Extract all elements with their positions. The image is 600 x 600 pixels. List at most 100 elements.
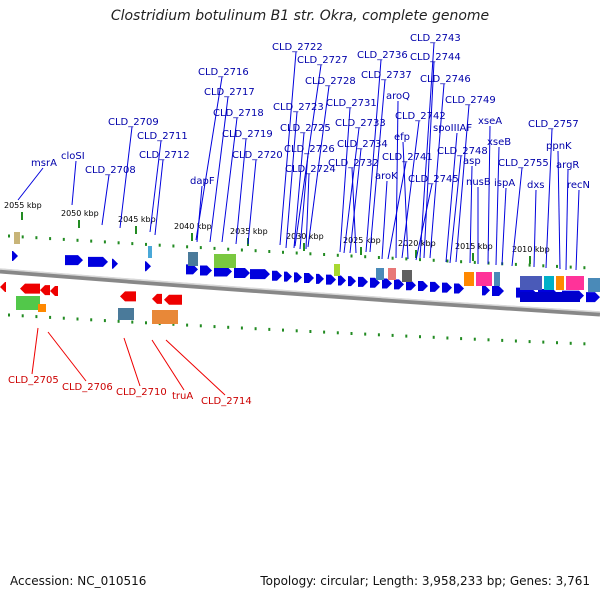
outer-tick xyxy=(282,250,284,254)
inner-tick xyxy=(117,319,120,323)
plus-strand-gene-arrow xyxy=(294,272,302,283)
plus-label-leader-line xyxy=(575,189,580,271)
plus-strand-gene-arrow xyxy=(186,264,198,275)
plus-label-leader-line xyxy=(71,160,77,206)
annotation-block xyxy=(520,292,580,302)
plus-label-leader-line xyxy=(565,169,569,271)
minus-strand-gene-arrow xyxy=(120,291,136,302)
plus-strand-gene-arrow xyxy=(358,276,368,287)
plus-strand-gene-arrow xyxy=(406,280,416,291)
plus-strand-gene-label: CLD_2712 xyxy=(139,150,190,161)
outer-tick xyxy=(131,242,134,246)
plus-strand-gene-arrow xyxy=(304,273,314,284)
inner-tick xyxy=(336,331,339,335)
inner-tick xyxy=(227,325,230,329)
plus-strand-gene-arrow xyxy=(370,277,380,288)
plus-label-leader-line xyxy=(299,153,309,250)
outer-tick xyxy=(542,264,545,268)
inner-tick xyxy=(487,338,490,342)
plus-strand-gene-label: CLD_2746 xyxy=(420,74,471,85)
inner-tick xyxy=(240,326,243,330)
plus-label-leader-line xyxy=(349,148,362,254)
outer-tick xyxy=(460,260,463,264)
annotation-block xyxy=(388,268,396,280)
plus-strand-gene-arrow xyxy=(348,276,356,287)
plus-strand-gene-label: dapF xyxy=(190,176,215,187)
minus-strand-gene-label: CLD_2714 xyxy=(201,396,252,407)
inner-tick xyxy=(514,339,517,343)
inner-tick xyxy=(131,320,134,324)
outer-tick xyxy=(350,254,353,258)
outer-tick xyxy=(240,248,243,252)
plus-strand-gene-label: ppnK xyxy=(546,141,572,152)
plus-label-leader-line xyxy=(387,161,407,260)
annotation-block xyxy=(148,246,152,258)
annotation-block xyxy=(214,254,236,268)
outer-tick xyxy=(8,234,10,238)
outer-tick xyxy=(556,264,558,268)
outer-tick xyxy=(254,249,257,253)
plus-strand-gene-label: efp xyxy=(394,132,410,143)
plus-label-leader-line xyxy=(381,180,388,260)
outer-tick xyxy=(309,252,312,256)
plus-label-leader-line xyxy=(501,187,507,266)
tick-label: 2040 kbp xyxy=(174,222,212,231)
inner-tick xyxy=(569,341,572,345)
inner-tick xyxy=(364,332,367,336)
annotation-block xyxy=(118,308,134,320)
plus-label-leader-line xyxy=(154,159,164,236)
plus-label-leader-line xyxy=(401,120,420,259)
plus-strand-gene-arrow xyxy=(12,250,18,261)
genome-summary: Topology: circular; Length: 3,958,233 bp… xyxy=(260,574,590,588)
outer-tick xyxy=(213,246,216,250)
plus-label-leader-line xyxy=(351,167,357,254)
plus-strand-gene-arrow xyxy=(492,285,504,296)
plus-strand-gene-label: CLD_2736 xyxy=(357,50,408,61)
minus-label-leader-line xyxy=(151,339,185,391)
inner-tick xyxy=(282,328,284,332)
plus-label-leader-line xyxy=(395,100,399,259)
plus-label-leader-line xyxy=(429,83,445,259)
plus-strand-gene-arrow xyxy=(454,283,464,294)
inner-tick xyxy=(186,323,189,327)
plus-label-leader-line xyxy=(423,61,435,259)
plus-strand-gene-label: CLD_2728 xyxy=(305,76,356,87)
annotation-block xyxy=(38,304,46,312)
minus-label-leader-line xyxy=(47,331,87,382)
plus-strand-gene-label: xseA xyxy=(478,116,502,127)
inner-tick xyxy=(254,327,257,331)
genome-backbone xyxy=(0,268,600,317)
minus-strand-gene-arrow xyxy=(152,293,162,304)
inner-tick-track xyxy=(8,313,586,346)
plus-label-leader-line xyxy=(149,140,162,233)
tick-label: 2050 kbp xyxy=(61,209,99,218)
genes-value: 3,761 xyxy=(555,574,590,588)
tick-label: 2015 kbp xyxy=(455,242,493,251)
annotation-block xyxy=(494,272,500,286)
annotation-block xyxy=(152,310,178,324)
annotation-block xyxy=(188,252,198,266)
plus-strand-gene-label: CLD_2717 xyxy=(204,87,255,98)
minus-strand-gene-arrow xyxy=(164,294,182,305)
accession-label: Accession: xyxy=(10,574,74,588)
plus-strand-gene-label: aroK xyxy=(375,171,398,182)
inner-tick xyxy=(35,315,38,319)
plus-strand-gene-label: CLD_2749 xyxy=(445,95,496,106)
minus-strand-gene-arrow xyxy=(40,285,50,296)
inner-tick xyxy=(432,335,435,339)
minus-strand-gene-arrow xyxy=(50,285,58,296)
plus-label-leader-line xyxy=(495,146,500,266)
annotation-block xyxy=(476,272,492,286)
plus-strand-gene-arrow xyxy=(112,258,118,269)
genome-backbone-highlight xyxy=(0,268,600,313)
plus-strand-gene-label: xseB xyxy=(487,137,511,148)
inner-tick xyxy=(199,324,202,328)
outer-tick xyxy=(186,245,189,249)
minus-strand-gene-arrow xyxy=(0,282,6,292)
outer-tick xyxy=(514,262,517,266)
plus-strand-gene-arrow xyxy=(430,281,440,292)
inner-tick xyxy=(295,329,298,333)
plus-label-leader-line xyxy=(343,127,360,254)
